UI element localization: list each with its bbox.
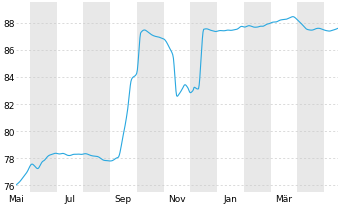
Bar bbox=[190, 4, 217, 192]
Bar bbox=[137, 4, 164, 192]
Bar bbox=[30, 4, 57, 192]
Bar bbox=[244, 4, 271, 192]
Bar bbox=[297, 4, 324, 192]
Bar bbox=[83, 4, 110, 192]
